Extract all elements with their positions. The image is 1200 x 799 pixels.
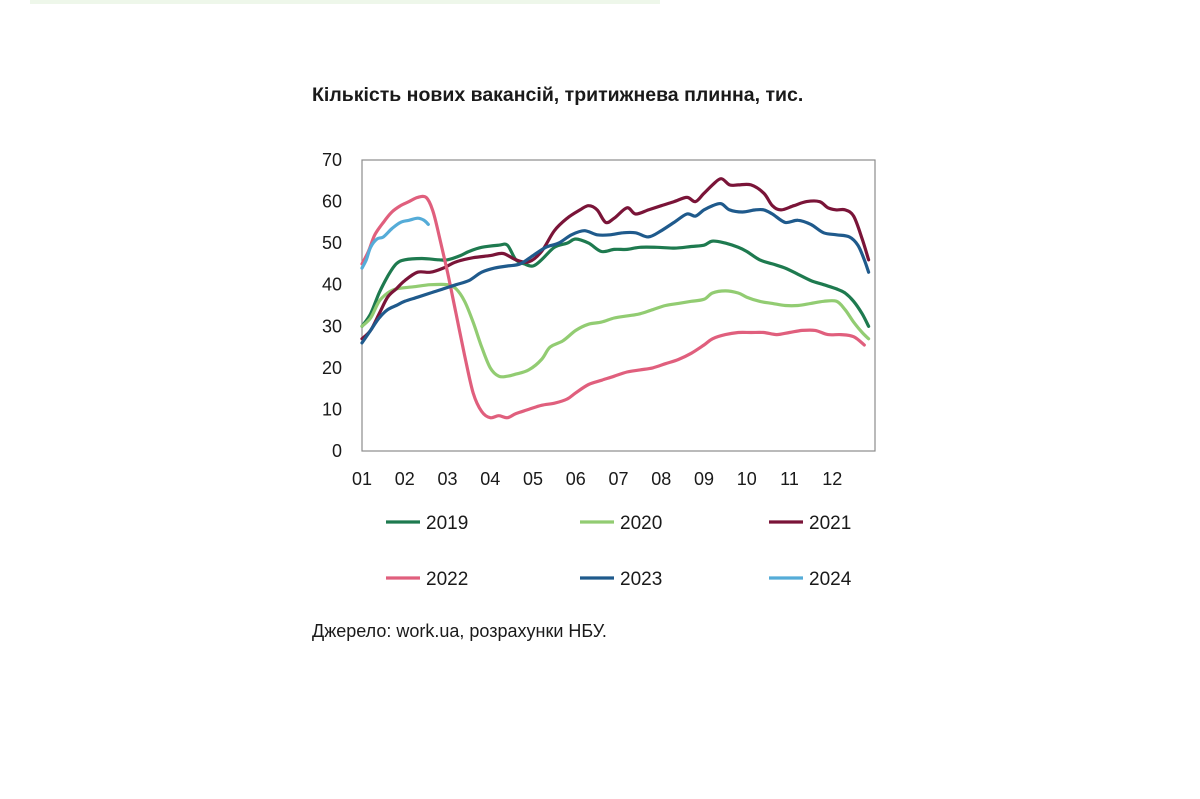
x-tick-label: 03: [437, 469, 457, 489]
x-tick-label: 06: [566, 469, 586, 489]
x-tick-label: 10: [737, 469, 757, 489]
legend-label-2022: 2022: [426, 569, 468, 590]
chart-title: Кількість нових вакансій, тритижнева пли…: [312, 84, 804, 106]
plot-frame: [361, 159, 876, 452]
x-axis: 01 02 03 04 05 06 07 08 09 10 11 12: [352, 469, 842, 489]
legend-label-2024: 2024: [809, 569, 852, 590]
x-tick-label: 11: [780, 469, 799, 489]
y-axis: 0 10 20 30 40 50 60 70: [322, 150, 342, 461]
y-tick-label: 70: [322, 150, 342, 170]
top-accent-bar: [30, 0, 660, 4]
y-tick-label: 0: [332, 441, 342, 461]
series-line-2023: [360, 201, 871, 345]
y-tick-label: 20: [322, 358, 342, 378]
series-group: [360, 177, 871, 420]
legend-label-2019: 2019: [426, 513, 468, 534]
legend: 2019 2020 2021 2022 2023 2024: [386, 513, 852, 590]
source-note: Джерело: work.ua, розрахунки НБУ.: [312, 621, 607, 641]
series-line-2024: [360, 216, 430, 270]
y-tick-label: 10: [322, 399, 342, 419]
legend-label-2023: 2023: [620, 569, 662, 590]
legend-label-2020: 2020: [620, 513, 662, 534]
y-tick-label: 40: [322, 275, 342, 295]
x-tick-label: 07: [608, 469, 628, 489]
x-tick-label: 04: [480, 469, 500, 489]
y-tick-label: 50: [322, 233, 342, 253]
x-tick-label: 05: [523, 469, 543, 489]
x-tick-label: 08: [651, 469, 671, 489]
x-tick-label: 01: [352, 469, 372, 489]
x-tick-label: 12: [822, 469, 842, 489]
series-line-2021: [360, 177, 871, 341]
y-tick-label: 30: [322, 316, 342, 336]
series-line-2022: [360, 194, 866, 420]
legend-label-2021: 2021: [809, 513, 851, 534]
y-tick-label: 60: [322, 192, 342, 212]
series-line-2019: [360, 237, 871, 328]
x-tick-label: 09: [694, 469, 714, 489]
x-tick-label: 02: [395, 469, 415, 489]
